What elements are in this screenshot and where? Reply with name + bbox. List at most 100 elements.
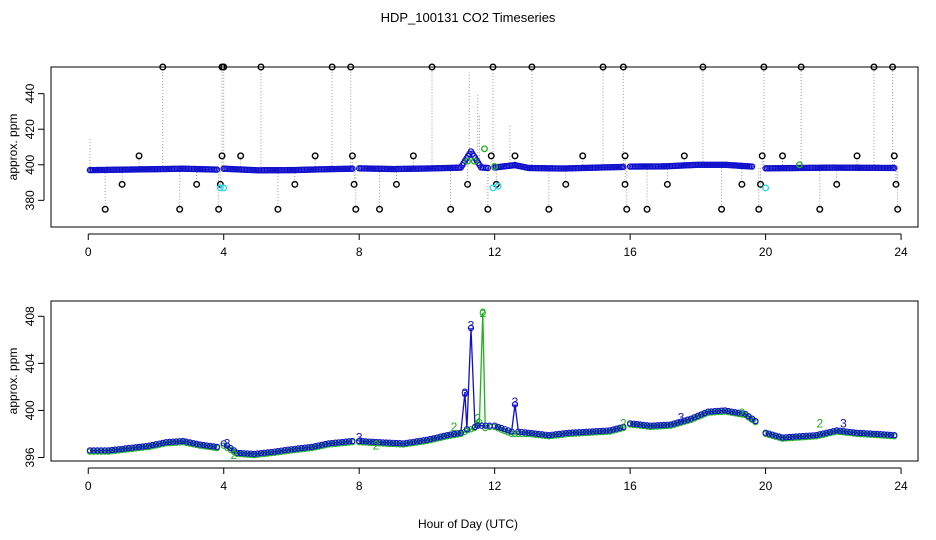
series-3-point: [677, 418, 685, 425]
spike-point: [257, 63, 265, 71]
series-3-point: [478, 422, 485, 429]
spike-point: [718, 205, 726, 213]
top-y-tick-label: 400: [23, 154, 37, 174]
top-x-tick-label: 8: [356, 245, 363, 259]
series-3-point: [430, 435, 437, 442]
series-3-point: [413, 438, 420, 445]
top-y-tick-label: 380: [23, 190, 37, 210]
series-3-point: [406, 439, 414, 446]
series-3-point: [637, 421, 644, 428]
green-point: [470, 157, 478, 165]
series-3-point: [342, 438, 349, 445]
series-3-point: [701, 409, 708, 417]
series-3-point: [427, 435, 434, 443]
spike-point: [328, 63, 336, 71]
series-3-line: [359, 328, 490, 445]
series-3-point: [97, 447, 105, 454]
series-3-point: [173, 438, 180, 445]
bottom-y-tick-label: 396: [23, 447, 37, 467]
series-3-point: [312, 443, 319, 450]
series-3-point: [725, 407, 732, 415]
series-3-point: [410, 438, 417, 445]
series-3-point: [369, 438, 376, 445]
series-3-point: [203, 442, 210, 449]
series-3-point: [505, 427, 512, 434]
series-3-point: [806, 432, 813, 439]
baseline-point: [748, 163, 756, 170]
figure-title: HDP_100131 CO2 Timeseries: [381, 10, 556, 25]
series-3-point: [752, 417, 759, 425]
series-3-point: [596, 427, 603, 435]
series-digit-label: 2: [816, 416, 823, 430]
series-3-point: [125, 444, 133, 452]
bottom-x-tick-label: 20: [759, 479, 773, 493]
series-3-point: [267, 448, 275, 456]
series-3-point: [339, 438, 346, 446]
spike-point: [853, 152, 861, 160]
spike-point: [870, 63, 878, 71]
series-3-point: [193, 440, 200, 447]
series-3-point: [566, 429, 573, 436]
series-3-point: [586, 428, 593, 435]
series-3-point: [792, 433, 800, 440]
series-3-point: [613, 425, 620, 432]
bottom-x-tick-label: 8: [356, 479, 363, 493]
series-3-point: [281, 447, 288, 454]
top-y-tick-label: 420: [23, 119, 37, 139]
series-3-point: [200, 441, 207, 449]
series-3-point: [288, 446, 295, 453]
series-3-point: [650, 422, 657, 429]
top-x-tick-label: 20: [759, 245, 773, 259]
series-3-point: [433, 434, 441, 441]
series-3-point: [674, 419, 681, 426]
series-3-point: [813, 431, 820, 439]
baseline-point: [213, 166, 221, 173]
spike-point: [833, 180, 841, 188]
series-3-point: [162, 439, 170, 446]
series-3-point: [796, 433, 803, 440]
series-3-point: [345, 438, 353, 445]
series-3-point: [616, 424, 624, 431]
spike-point: [311, 152, 319, 160]
series-3-point: [891, 431, 898, 439]
series-3-point: [149, 441, 156, 449]
series-3-point: [833, 427, 840, 434]
series-3-point: [762, 429, 769, 436]
series-3-point: [90, 447, 97, 454]
series-digit-label: 2: [739, 406, 746, 420]
series-3-point: [626, 420, 634, 427]
series-3-point: [240, 450, 248, 457]
series-3-point: [782, 434, 790, 441]
series-3-point: [159, 439, 166, 447]
spike-point: [528, 63, 536, 71]
series-3-point: [186, 439, 194, 446]
series-3-point: [738, 410, 746, 417]
series-3-point: [234, 449, 241, 456]
series-3-point: [880, 431, 888, 438]
series-3-point: [704, 408, 712, 415]
series-3-point: [359, 438, 366, 445]
baseline-point: [349, 165, 356, 172]
series-3-point: [247, 450, 254, 457]
bottom-y-tick-label: 408: [23, 306, 37, 326]
spike-point: [758, 152, 766, 160]
series-3-point: [874, 430, 881, 438]
bottom-plot-frame: [50, 300, 919, 462]
series-3-point: [237, 449, 244, 457]
series-3-point: [467, 324, 475, 332]
series-3-point: [850, 429, 857, 436]
series-3-point: [786, 433, 793, 441]
bottom-x-tick-label: 16: [623, 479, 637, 493]
series-3-point: [884, 431, 891, 438]
spike-point: [760, 63, 768, 71]
series-3-point: [647, 422, 654, 429]
series-3-point: [454, 430, 461, 437]
series-3-point: [779, 434, 786, 441]
series-2-point: [479, 309, 486, 316]
bottom-x-tick-label: 12: [488, 479, 502, 493]
spike-point: [291, 180, 299, 188]
series-3-point: [254, 450, 261, 457]
top-x-tick-label: 16: [623, 245, 637, 259]
